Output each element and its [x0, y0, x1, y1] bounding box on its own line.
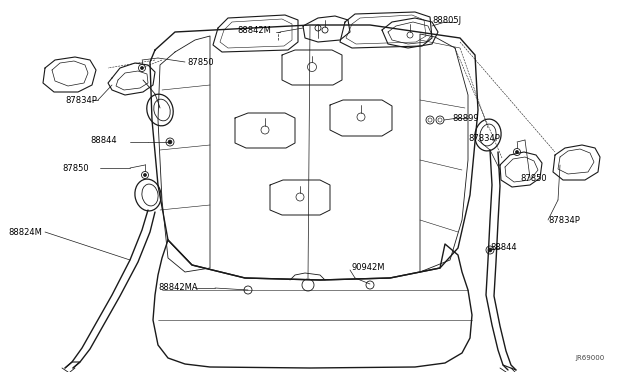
Text: 88844: 88844: [90, 135, 116, 144]
Circle shape: [138, 64, 145, 71]
Circle shape: [426, 116, 434, 124]
Circle shape: [141, 67, 143, 70]
Text: 88842MA: 88842MA: [158, 282, 198, 292]
Text: 87834P: 87834P: [548, 215, 580, 224]
Text: 88824M: 88824M: [8, 228, 42, 237]
Circle shape: [428, 118, 432, 122]
Text: 90942M: 90942M: [352, 263, 385, 273]
Text: 87850: 87850: [62, 164, 88, 173]
Circle shape: [515, 151, 518, 154]
Circle shape: [488, 248, 492, 252]
Circle shape: [168, 140, 172, 144]
Text: 87834P: 87834P: [65, 96, 97, 105]
Text: 88899: 88899: [452, 113, 479, 122]
Circle shape: [436, 116, 444, 124]
Circle shape: [322, 27, 328, 33]
Circle shape: [407, 32, 413, 38]
Text: 88805J: 88805J: [432, 16, 461, 25]
Text: 88844: 88844: [490, 244, 516, 253]
Circle shape: [166, 138, 174, 146]
Circle shape: [486, 246, 494, 254]
Text: 87834P: 87834P: [468, 134, 500, 142]
Circle shape: [141, 171, 148, 179]
Text: 87850: 87850: [520, 173, 547, 183]
Circle shape: [438, 118, 442, 122]
Text: 87850: 87850: [187, 58, 214, 67]
Text: JR69000: JR69000: [575, 355, 604, 361]
Circle shape: [143, 173, 147, 176]
Text: 88842M: 88842M: [237, 26, 271, 35]
Circle shape: [513, 148, 520, 155]
